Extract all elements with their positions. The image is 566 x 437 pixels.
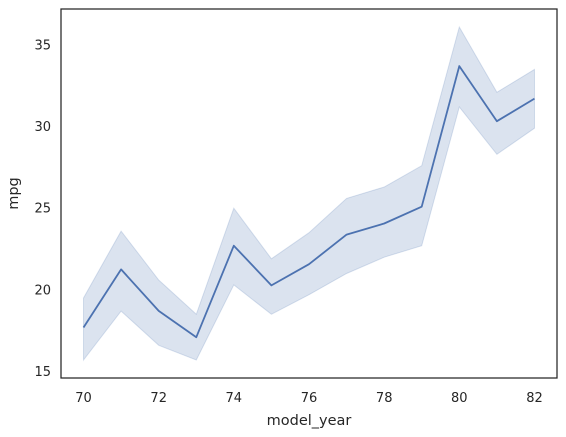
data-point-72 <box>157 309 161 313</box>
y-tick-label: 30 <box>34 120 51 135</box>
x-tick-label: 78 <box>376 391 393 406</box>
data-point-78 <box>382 222 386 226</box>
x-tick-label: 80 <box>451 391 468 406</box>
y-tick-label: 35 <box>34 38 51 53</box>
x-axis-label: model_year <box>267 413 352 429</box>
data-point-71 <box>119 267 123 271</box>
data-point-82 <box>533 97 537 101</box>
x-tick-label: 72 <box>150 391 167 406</box>
plot-frame <box>60 8 558 379</box>
x-tick-label: 70 <box>75 391 92 406</box>
x-tick-label: 82 <box>526 391 543 406</box>
data-point-75 <box>269 283 273 287</box>
y-tick-label: 20 <box>34 283 51 298</box>
data-point-70 <box>82 326 86 330</box>
plot-area <box>82 25 537 362</box>
series-line <box>82 65 535 339</box>
x-tick-label: 76 <box>301 391 318 406</box>
data-point-73 <box>194 335 198 339</box>
data-point-76 <box>307 262 311 266</box>
y-tick-label: 15 <box>34 365 51 380</box>
data-point-81 <box>495 119 499 123</box>
data-point-77 <box>345 233 349 237</box>
x-tick-label: 74 <box>226 391 243 406</box>
data-point-74 <box>232 244 236 248</box>
x-axis-ticks: 70 72 74 76 78 80 82 <box>75 391 543 406</box>
data-point-79 <box>420 205 424 209</box>
data-point-80 <box>457 64 461 68</box>
y-axis-ticks: 15 20 25 30 35 <box>34 38 51 380</box>
y-axis-label: mpg <box>6 177 22 210</box>
y-tick-label: 25 <box>34 202 51 217</box>
confidence-band <box>83 25 535 362</box>
